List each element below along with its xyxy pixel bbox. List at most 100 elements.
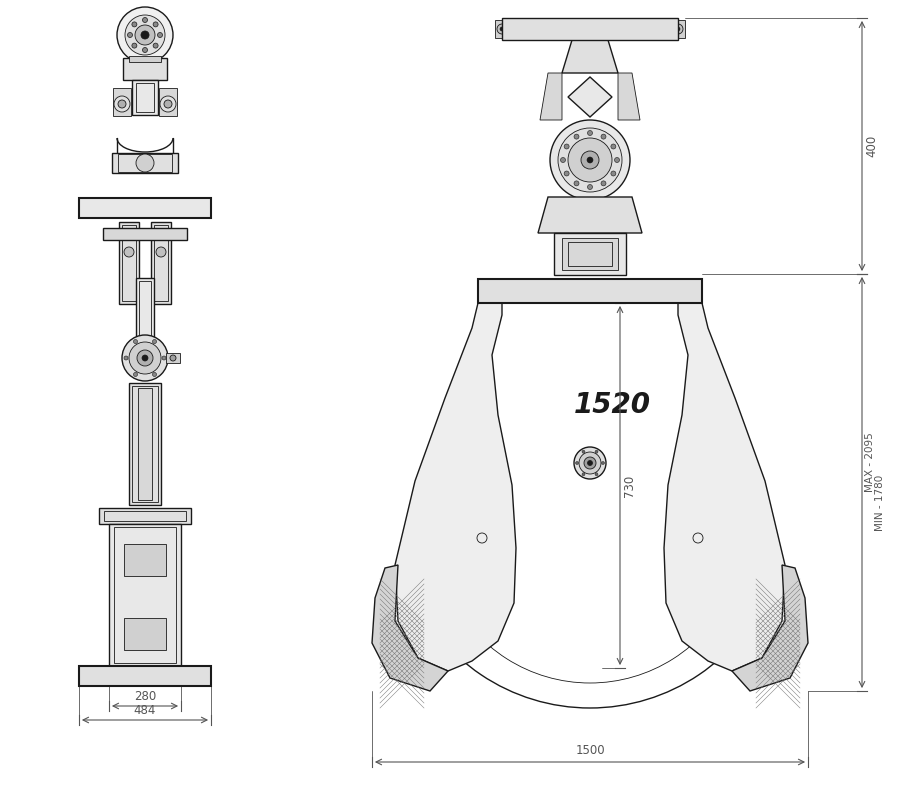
Bar: [112, 153, 178, 173]
Circle shape: [156, 247, 166, 257]
Circle shape: [574, 447, 606, 479]
Circle shape: [122, 335, 168, 381]
Bar: [113, 88, 131, 116]
Circle shape: [655, 24, 665, 34]
Circle shape: [142, 47, 148, 52]
Bar: [89, 198, 201, 203]
Bar: [99, 508, 191, 524]
Bar: [136, 278, 154, 343]
Bar: [488, 297, 692, 303]
Bar: [103, 228, 187, 240]
Bar: [129, 56, 161, 62]
Polygon shape: [568, 77, 612, 117]
Circle shape: [601, 181, 606, 186]
Circle shape: [153, 206, 157, 210]
Circle shape: [577, 289, 581, 293]
Bar: [132, 80, 158, 115]
Circle shape: [564, 171, 569, 176]
Polygon shape: [395, 303, 516, 671]
Circle shape: [137, 350, 153, 366]
Circle shape: [164, 100, 172, 108]
Bar: [502, 18, 678, 40]
Circle shape: [142, 355, 148, 361]
Bar: [123, 58, 167, 80]
Text: MIN - 1780: MIN - 1780: [875, 475, 885, 531]
Circle shape: [114, 96, 130, 112]
Circle shape: [675, 289, 679, 293]
Polygon shape: [562, 40, 618, 73]
Circle shape: [582, 450, 585, 453]
Circle shape: [497, 24, 507, 34]
Circle shape: [587, 184, 593, 190]
Circle shape: [568, 138, 612, 182]
Circle shape: [601, 134, 606, 139]
Circle shape: [587, 460, 593, 465]
Circle shape: [133, 206, 137, 210]
Circle shape: [611, 144, 616, 149]
Circle shape: [676, 27, 680, 31]
Bar: [79, 198, 211, 218]
Circle shape: [574, 134, 579, 139]
Circle shape: [162, 356, 166, 360]
Bar: [89, 213, 201, 218]
Bar: [118, 154, 172, 172]
Circle shape: [153, 339, 156, 343]
Circle shape: [135, 25, 155, 45]
Circle shape: [124, 247, 134, 257]
Circle shape: [574, 181, 579, 186]
Circle shape: [591, 289, 595, 293]
Circle shape: [153, 22, 158, 27]
Circle shape: [132, 22, 137, 27]
Circle shape: [535, 289, 539, 293]
Circle shape: [584, 457, 596, 469]
Text: 280: 280: [134, 690, 156, 702]
Circle shape: [619, 289, 623, 293]
Bar: [507, 20, 673, 38]
Bar: [129, 383, 161, 505]
Circle shape: [141, 31, 149, 39]
Bar: [84, 668, 206, 684]
Circle shape: [602, 461, 605, 464]
Bar: [488, 279, 692, 285]
Circle shape: [93, 206, 97, 210]
Text: 730: 730: [623, 475, 637, 497]
Polygon shape: [538, 197, 642, 233]
Polygon shape: [732, 565, 808, 691]
Circle shape: [125, 15, 165, 55]
Circle shape: [587, 157, 593, 163]
Bar: [79, 666, 211, 686]
Bar: [124, 544, 166, 576]
Bar: [572, 18, 608, 40]
Circle shape: [136, 154, 154, 172]
Text: 1500: 1500: [575, 744, 605, 758]
Bar: [483, 281, 697, 301]
Text: 1520: 1520: [573, 391, 651, 419]
Circle shape: [128, 32, 132, 37]
Bar: [562, 238, 618, 270]
Bar: [119, 222, 139, 304]
Circle shape: [561, 157, 565, 162]
Bar: [495, 20, 510, 38]
Circle shape: [581, 151, 599, 169]
Circle shape: [193, 206, 197, 210]
Bar: [670, 20, 685, 38]
Circle shape: [582, 473, 585, 475]
Bar: [139, 281, 151, 340]
Circle shape: [550, 120, 630, 200]
Circle shape: [595, 473, 598, 475]
Polygon shape: [372, 565, 448, 691]
Circle shape: [563, 289, 567, 293]
Bar: [568, 242, 612, 266]
Polygon shape: [664, 303, 785, 671]
Text: 484: 484: [134, 703, 156, 717]
Circle shape: [117, 7, 173, 63]
Circle shape: [113, 206, 117, 210]
Circle shape: [507, 289, 511, 293]
Circle shape: [595, 450, 598, 453]
Bar: [138, 388, 152, 500]
Bar: [154, 225, 168, 301]
Circle shape: [170, 355, 176, 361]
Circle shape: [611, 171, 616, 176]
Circle shape: [132, 43, 137, 48]
Circle shape: [500, 27, 504, 31]
